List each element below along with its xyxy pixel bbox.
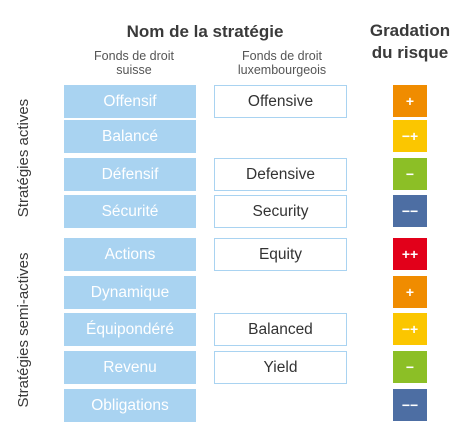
lux-fund-cell: Balanced: [214, 313, 347, 346]
risk-badge: ++: [393, 238, 427, 270]
lux-funds-subheading: Fonds de droit luxembourgeois: [212, 49, 352, 77]
swiss-fund-cell: Obligations: [64, 389, 196, 422]
lux-fund-cell: Equity: [214, 238, 347, 271]
risk-badge: −+: [393, 120, 427, 152]
swiss-fund-cell: Équipondéré: [64, 313, 196, 346]
swiss-fund-cell: Balancé: [64, 120, 196, 153]
risk-heading-line1: Gradation: [369, 21, 451, 40]
swiss-fund-cell: Revenu: [64, 351, 196, 384]
lux-subheading-line1: Fonds de droit: [242, 49, 322, 63]
swiss-subheading-line2: suisse: [116, 63, 152, 77]
swiss-fund-cell: Dynamique: [64, 276, 196, 309]
risk-heading-line2: du risque: [371, 43, 449, 62]
risk-badge: −+: [393, 313, 427, 345]
semi-active-strategies-label: Stratégies semi-actives: [15, 252, 32, 408]
lux-fund-cell: Yield: [214, 351, 347, 384]
swiss-fund-cell: Sécurité: [64, 195, 196, 228]
risk-badge: −−: [393, 389, 427, 421]
swiss-fund-cell: Défensif: [64, 158, 196, 191]
swiss-funds-subheading: Fonds de droit suisse: [70, 49, 198, 77]
risk-badge: +: [393, 85, 427, 117]
swiss-fund-cell: Offensif: [64, 85, 196, 118]
risk-badge: −−: [393, 195, 427, 227]
risk-badge: −: [393, 158, 427, 190]
swiss-fund-cell: Actions: [64, 238, 196, 271]
lux-fund-cell: Defensive: [214, 158, 347, 191]
strategy-name-heading: Nom de la stratégie: [126, 22, 284, 41]
risk-gradation-heading: Gradation du risque: [360, 20, 460, 64]
lux-fund-cell: Offensive: [214, 85, 347, 118]
risk-badge: +: [393, 276, 427, 308]
swiss-subheading-line1: Fonds de droit: [94, 49, 174, 63]
risk-badge: −: [393, 351, 427, 383]
lux-fund-cell: Security: [214, 195, 347, 228]
active-strategies-label: Stratégies actives: [15, 98, 32, 218]
lux-subheading-line2: luxembourgeois: [237, 63, 327, 77]
